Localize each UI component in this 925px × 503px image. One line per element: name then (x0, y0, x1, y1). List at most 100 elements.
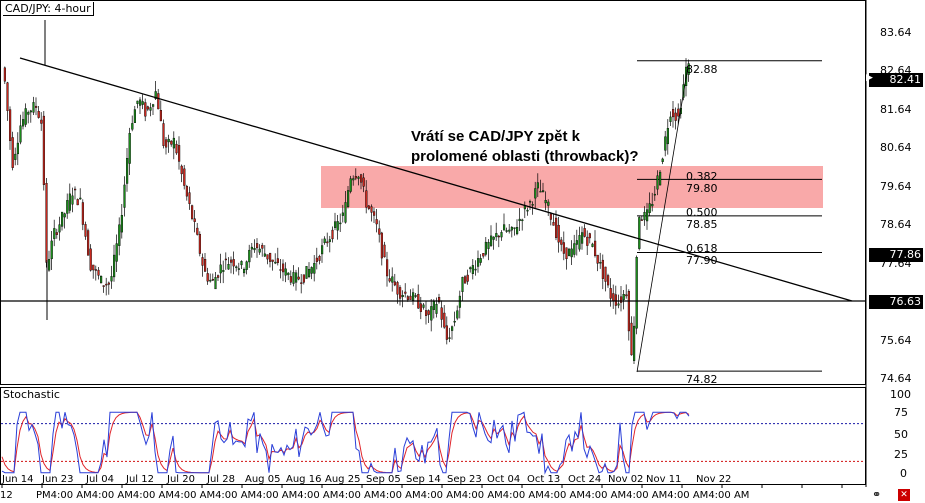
candle (141, 101, 144, 105)
candle (399, 287, 402, 299)
candle (451, 326, 454, 331)
candle (503, 224, 506, 231)
candle (214, 277, 217, 290)
candle (430, 306, 433, 321)
price-level-tag: 77.86 (869, 248, 923, 262)
candle (347, 190, 350, 207)
candle (497, 235, 500, 238)
candle (279, 269, 282, 271)
candle (601, 259, 604, 279)
candle (406, 296, 409, 300)
candle (531, 204, 534, 206)
candle (71, 195, 74, 205)
candle (123, 184, 126, 208)
candle (357, 176, 360, 179)
candle (32, 102, 35, 113)
candle (573, 243, 576, 255)
candle (133, 109, 136, 123)
candle (419, 303, 422, 312)
candle (250, 246, 253, 250)
time-axis-label: Aug 25 (325, 474, 361, 485)
candle (651, 204, 654, 207)
candle (35, 105, 38, 108)
candle (643, 211, 646, 221)
candle (318, 256, 321, 261)
candle (3, 67, 6, 82)
candle (261, 244, 264, 249)
candle (586, 236, 589, 246)
candle (81, 202, 84, 225)
candle (198, 233, 201, 254)
candle (469, 267, 472, 270)
candle (222, 270, 225, 272)
time-axis-label: Oct 04 (487, 474, 521, 485)
candle (336, 221, 339, 231)
candle (344, 202, 347, 223)
candle (86, 230, 90, 256)
time-axis-label: Aug 05 (245, 474, 281, 485)
candle (308, 268, 311, 277)
candle (66, 200, 69, 214)
candle (635, 257, 638, 329)
candle (440, 307, 443, 320)
candle (453, 320, 456, 323)
candle (471, 265, 474, 275)
candle (295, 272, 298, 283)
candle (659, 171, 662, 186)
candle (323, 238, 326, 243)
candle (232, 259, 235, 267)
candle (653, 193, 656, 196)
candle (242, 269, 246, 274)
candle (206, 273, 209, 282)
stoch-k-line (1, 411, 690, 475)
candle (422, 304, 425, 308)
candle (321, 245, 324, 255)
candle (432, 301, 435, 310)
candle (607, 275, 610, 286)
candle (516, 227, 519, 235)
candle (466, 274, 469, 282)
annotation-line-2: prolomené oblasti (throwback)? (411, 148, 639, 165)
candle (27, 112, 30, 115)
candle (383, 244, 386, 258)
fib-level-label: 0.618 (686, 242, 718, 255)
candle (287, 272, 290, 276)
candle (617, 303, 620, 306)
candle (89, 248, 92, 271)
candle (487, 242, 490, 249)
candle (570, 248, 573, 258)
candle (438, 297, 441, 303)
time-axis-label: Jul 04 (86, 474, 114, 485)
time-axis-label: Oct 13 (527, 474, 561, 485)
candle (16, 142, 19, 155)
candle (591, 243, 594, 247)
candle (588, 233, 591, 239)
stoch-tick: 0 (900, 467, 907, 480)
time-axis-label: Sep 14 (406, 474, 441, 485)
close-icon[interactable]: ✕ (898, 489, 910, 501)
candle (672, 108, 675, 118)
candle (68, 193, 71, 211)
candle (292, 272, 295, 284)
time-axis-label: Jul 12 (126, 474, 154, 485)
candle (435, 304, 438, 314)
candle (568, 248, 571, 257)
descending-trendline (19, 57, 853, 302)
candle (477, 258, 480, 267)
candle (565, 247, 568, 260)
candle (674, 112, 677, 121)
candle (360, 174, 363, 183)
candle (227, 264, 230, 270)
candle (107, 282, 110, 285)
candle (640, 219, 643, 221)
candle (8, 109, 12, 141)
stoch-tick: 50 (894, 428, 908, 441)
candle (40, 119, 43, 124)
candle (76, 199, 79, 206)
candle (622, 294, 625, 300)
sync-icon[interactable]: ⚭ (872, 488, 882, 501)
candle (578, 235, 581, 250)
candle (282, 263, 285, 273)
fib-diagonal (636, 65, 689, 373)
